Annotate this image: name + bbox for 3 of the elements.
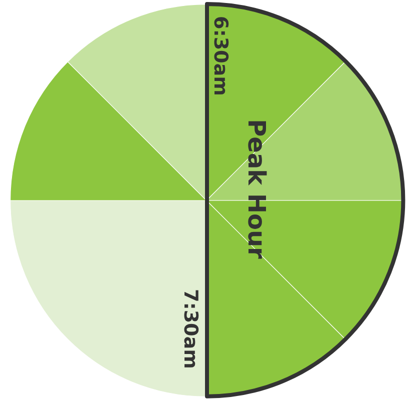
text: 7:30am bbox=[180, 288, 202, 368]
text: 6:30am bbox=[210, 16, 232, 96]
text: Peak Hour bbox=[242, 118, 270, 258]
